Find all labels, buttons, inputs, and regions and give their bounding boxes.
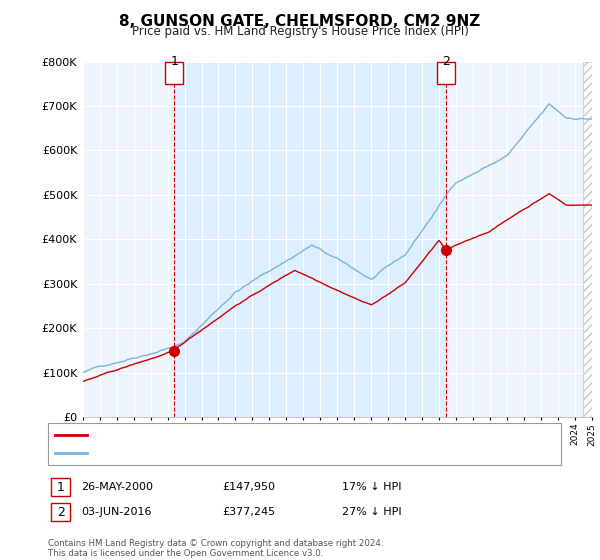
Bar: [175, 62, 446, 417]
Text: 26-MAY-2000: 26-MAY-2000: [81, 482, 153, 492]
Text: 8, GUNSON GATE, CHELMSFORD, CM2 9NZ (detached house): 8, GUNSON GATE, CHELMSFORD, CM2 9NZ (det…: [92, 430, 391, 440]
Text: 2: 2: [442, 55, 450, 68]
Text: 2: 2: [56, 506, 65, 519]
Text: 17% ↓ HPI: 17% ↓ HPI: [342, 482, 401, 492]
Text: 8, GUNSON GATE, CHELMSFORD, CM2 9NZ: 8, GUNSON GATE, CHELMSFORD, CM2 9NZ: [119, 14, 481, 29]
Text: Price paid vs. HM Land Registry's House Price Index (HPI): Price paid vs. HM Land Registry's House …: [131, 25, 469, 38]
Text: 03-JUN-2016: 03-JUN-2016: [81, 507, 151, 517]
Text: This data is licensed under the Open Government Licence v3.0.: This data is licensed under the Open Gov…: [48, 549, 323, 558]
Text: 27% ↓ HPI: 27% ↓ HPI: [342, 507, 401, 517]
Text: 1: 1: [56, 480, 65, 494]
Text: £377,245: £377,245: [222, 507, 275, 517]
Text: Contains HM Land Registry data © Crown copyright and database right 2024.: Contains HM Land Registry data © Crown c…: [48, 539, 383, 548]
Text: 1: 1: [170, 55, 178, 68]
Bar: [583, 62, 592, 417]
Text: HPI: Average price, detached house, Chelmsford: HPI: Average price, detached house, Chel…: [92, 448, 328, 458]
Text: £147,950: £147,950: [222, 482, 275, 492]
